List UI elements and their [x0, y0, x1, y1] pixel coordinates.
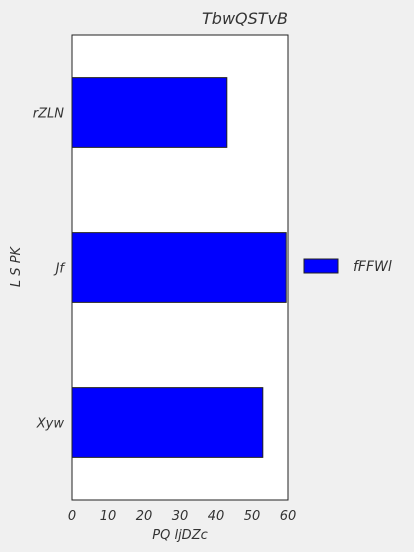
x-tick-label: 20 — [136, 509, 153, 524]
legend-swatch — [303, 258, 339, 274]
bar-Jf — [71, 232, 287, 303]
x-tick-label: 0 — [68, 509, 76, 524]
category-label: Jf — [53, 262, 67, 277]
plot-frame — [71, 34, 289, 501]
x-tick-label: 10 — [100, 509, 117, 524]
x-tick-label: 60 — [280, 509, 297, 524]
legend: fFFWl — [303, 258, 392, 275]
chart-title: TbwQSTvB — [202, 9, 288, 28]
x-axis-label: PQ ljDZc — [152, 528, 208, 543]
x-tick-label: 50 — [244, 509, 261, 524]
category-label: rZLN — [33, 107, 64, 122]
bars-layer — [71, 77, 287, 458]
x-tick-labels: 0 10 20 30 40 50 60 — [68, 509, 296, 524]
x-tick-label: 30 — [172, 509, 189, 524]
category-label: Xyw — [36, 417, 65, 432]
legend-label: fFFWl — [353, 259, 392, 275]
bar-rZLN — [71, 77, 228, 148]
y-axis-label: L S PK — [9, 245, 24, 287]
bar-Xyw — [71, 387, 264, 458]
x-tick-label: 40 — [208, 509, 225, 524]
y-category-labels: rZLN Jf Xyw — [33, 107, 67, 432]
